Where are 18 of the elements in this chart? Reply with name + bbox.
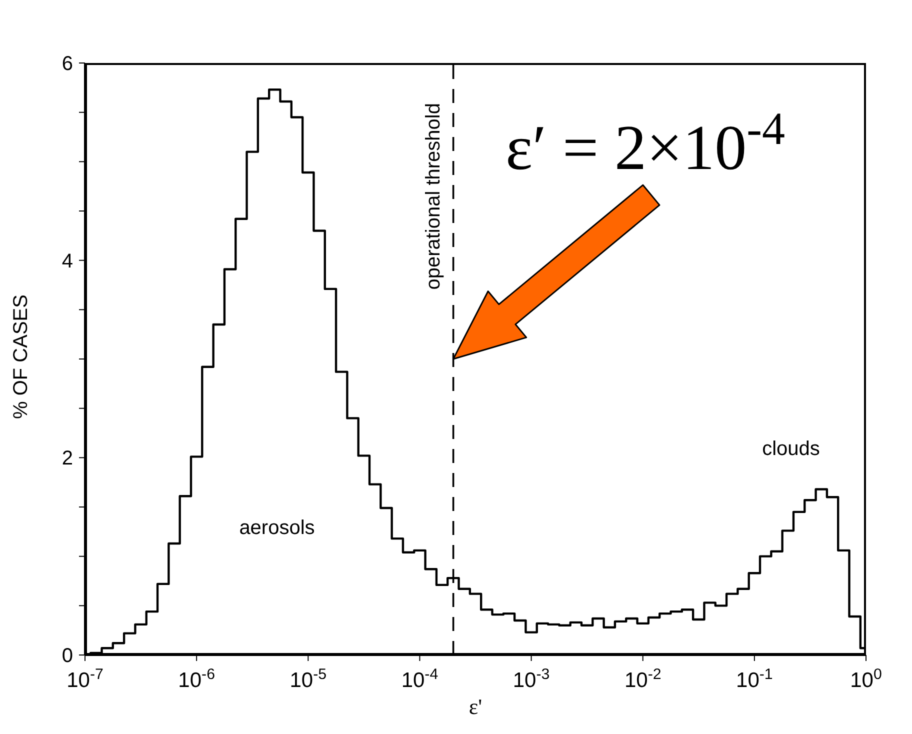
x-tick-label: 10$^{-5}$ [290,666,327,692]
x-tick-label: 10$^{-4}$ [401,666,438,692]
ref-line-label: operational threshold [422,103,444,290]
x-axis-title: ε' [468,694,482,719]
x-tick-label: 10$^{-1}$ [736,666,773,692]
x-tick-label: 10$^{-7}$ [66,666,104,692]
annotation: aerosols [239,517,315,539]
annotation: ε′ = 2×10$^{-4}$ [506,102,786,183]
y-tick-label: 2 [62,448,73,470]
x-tick-label: 10$^{-3}$ [512,666,550,692]
x-tick-label: 10$^{-6}$ [178,666,215,692]
x-tick-label: 10$^{-2}$ [624,666,662,692]
y-tick-label: 4 [62,250,73,272]
annotation: clouds [762,438,820,460]
y-tick-label: 6 [62,53,73,75]
x-tick-label: 10$^{0}$ [850,666,882,692]
y-axis-title: % OF CASES [10,294,32,419]
y-tick-label: 0 [62,645,73,667]
